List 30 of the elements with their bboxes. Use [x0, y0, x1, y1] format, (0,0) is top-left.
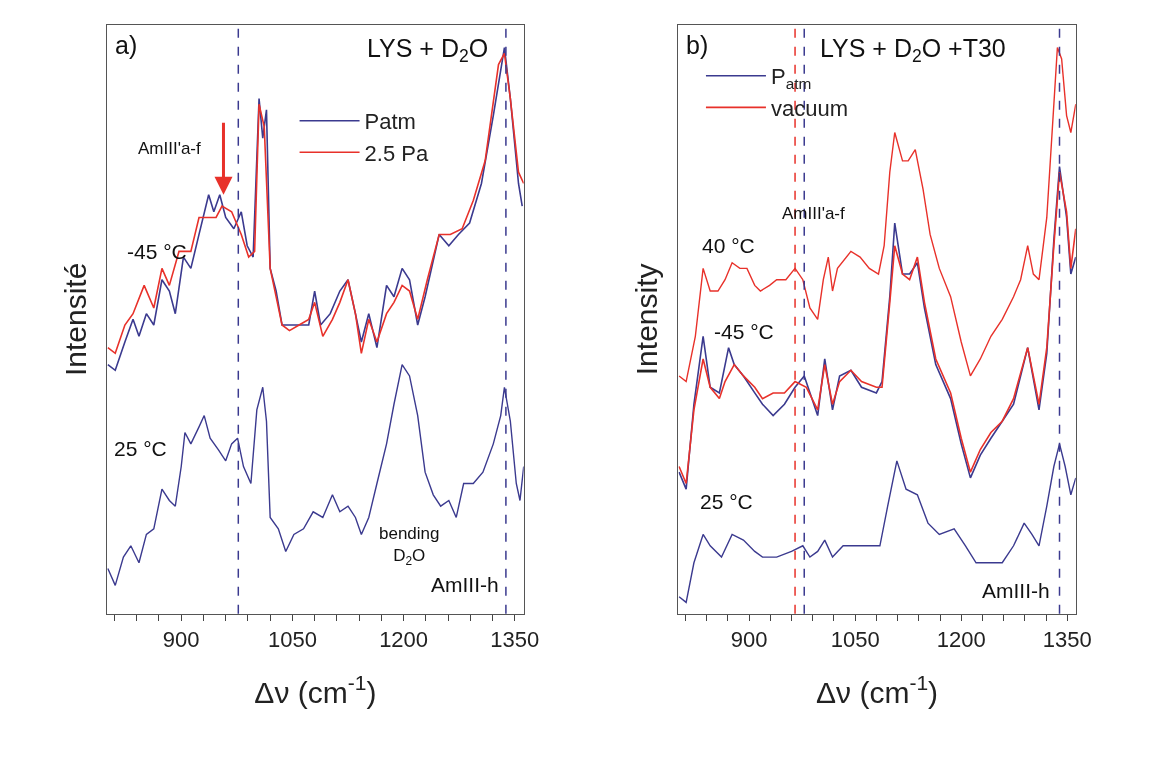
legend-label: vacuum [770, 95, 848, 121]
annotation: AmIII-h [982, 579, 1050, 602]
legend-label: 2.5 Pa [364, 140, 429, 166]
x-tick-label: 1200 [379, 627, 429, 653]
y-axis-title: Intensité [58, 262, 92, 377]
annotation: bending D$_{2}$O [379, 524, 440, 568]
annotation: a) [115, 31, 138, 59]
annotation: AmIII-h [431, 573, 499, 596]
annotation: 40 °C [702, 234, 755, 257]
x-tick-label: 1200 [936, 627, 986, 653]
x-tick-label: 1050 [267, 627, 317, 653]
x-axis-title: Δν (cm$^{-1}$) [254, 671, 377, 709]
legend-label: Patm [364, 109, 416, 135]
x-tick-label: 1350 [490, 627, 540, 653]
x-tick-label: 1050 [830, 627, 880, 653]
x-axis-title: Δν (cm$^{-1}$) [816, 671, 939, 709]
x-tick-label: 900 [730, 627, 768, 653]
annotation: AmIII'a-f [782, 204, 846, 223]
annotation: 25 °C [114, 437, 167, 460]
chart-title: LYS + D$_{2}$O [367, 34, 489, 67]
chart-title: LYS + D$_{2}$O +T30 [820, 34, 1006, 67]
annotation: 25 °C [700, 490, 753, 513]
annotation: -45 °C [714, 320, 774, 343]
x-tick-label: 1350 [1042, 627, 1092, 653]
annotation: AmIII'a-f [138, 139, 202, 158]
annotation: -45 °C [127, 240, 187, 263]
annotation: b) [686, 31, 709, 59]
y-axis-title: Intensity [630, 263, 664, 376]
x-tick-label: 900 [162, 627, 200, 653]
legend-label: P$_{atm}$ [770, 64, 812, 92]
